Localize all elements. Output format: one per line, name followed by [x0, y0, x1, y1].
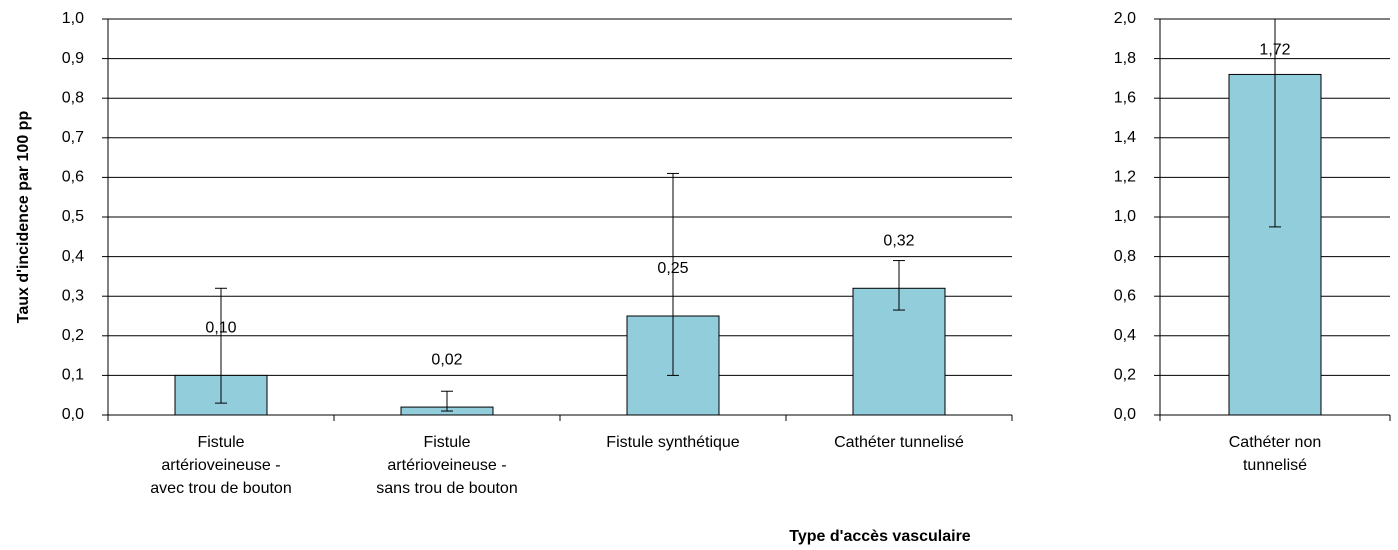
data-label: 1,72: [1259, 42, 1290, 59]
y-tick-label: 0,0: [62, 406, 84, 423]
y-tick-label: 0,1: [62, 367, 84, 384]
data-label: 0,32: [883, 232, 914, 249]
y-tick-label: 1,0: [62, 10, 84, 27]
data-label: 0,10: [205, 320, 236, 337]
x-tick-label: artérioveineuse -: [161, 457, 280, 474]
data-label: 0,25: [657, 260, 688, 277]
y-tick-label: 2,0: [1114, 10, 1136, 27]
y-tick-label: 0,2: [1114, 367, 1136, 384]
x-tick-label: Fistule synthétique: [606, 434, 740, 451]
x-tick-label: Fistule: [197, 434, 244, 451]
x-tick-label: tunnelisé: [1243, 457, 1307, 474]
y-tick-label: 0,7: [62, 129, 84, 146]
y-tick-label: 0,5: [62, 208, 84, 225]
x-tick-label: artérioveineuse -: [387, 457, 506, 474]
y-tick-label: 1,8: [1114, 50, 1136, 67]
y-tick-label: 1,2: [1114, 169, 1136, 186]
y-tick-label: 0,4: [62, 248, 84, 265]
y-tick-label: 0,4: [1114, 327, 1136, 344]
x-tick-label: sans trou de bouton: [376, 480, 517, 497]
y-tick-label: 1,4: [1114, 129, 1136, 146]
y-tick-label: 1,6: [1114, 89, 1136, 106]
y-tick-label: 0,6: [1114, 287, 1136, 304]
y-tick-label: 0,8: [1114, 248, 1136, 265]
y-tick-label: 0,9: [62, 50, 84, 67]
data-label: 0,02: [431, 351, 462, 368]
x-tick-label: Cathéter non: [1229, 434, 1322, 451]
y-tick-label: 0,3: [62, 287, 84, 304]
y-axis-title: Taux d'incidence par 100 pp: [15, 111, 32, 324]
y-tick-label: 0,8: [62, 89, 84, 106]
x-axis-title: Type d'accès vasculaire: [789, 528, 971, 545]
y-tick-label: 0,6: [62, 169, 84, 186]
x-tick-label: Cathéter tunnelisé: [834, 434, 964, 451]
x-tick-label: Fistule: [423, 434, 470, 451]
y-tick-label: 0,2: [62, 327, 84, 344]
y-tick-label: 1,0: [1114, 208, 1136, 225]
y-tick-label: 0,0: [1114, 406, 1136, 423]
x-tick-label: avec trou de bouton: [150, 480, 291, 497]
